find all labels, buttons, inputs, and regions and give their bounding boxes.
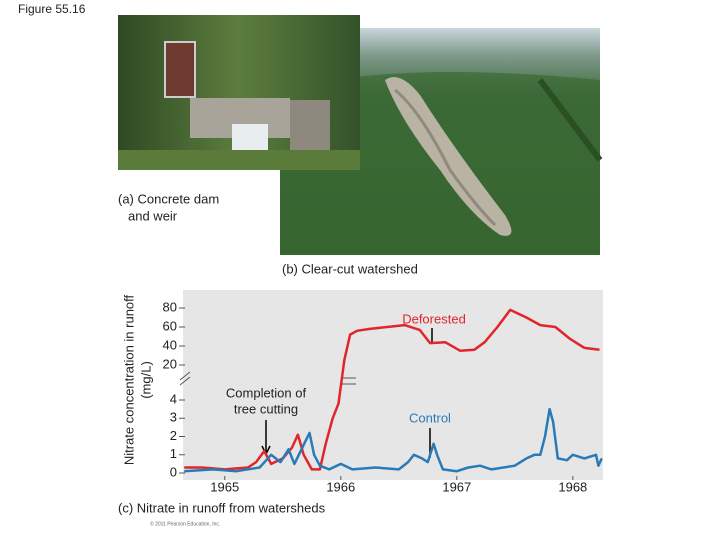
annotation: Completion of [226, 385, 307, 400]
chart-caption: (c) Nitrate in runoff from watersheds [118, 500, 326, 515]
photo-a-caption: and weir [128, 208, 178, 223]
x-tick-label: 1965 [210, 479, 239, 494]
plot: 0 1 2 3 4 20 40 60 80 1965 1966 1967 1968 [163, 299, 603, 494]
copyright: © 2011 Pearson Education, Inc. [150, 520, 220, 527]
y-tick-label: 0 [170, 464, 177, 479]
y-tick-label: 40 [163, 337, 177, 352]
figure-label: Figure 55.16 [18, 2, 86, 16]
y-tick-label: 1 [170, 446, 177, 461]
axis-break [342, 377, 356, 385]
y-tick-label: 20 [163, 356, 177, 371]
legend-label: Control [409, 410, 451, 425]
y-axis-label: Nitrate concentration in runoff [121, 294, 136, 465]
series-line [184, 308, 600, 471]
photo-dam [118, 15, 360, 170]
x-tick-label: 1968 [558, 479, 587, 494]
photo-b-caption: (b) Clear-cut watershed [282, 261, 418, 276]
x-tick-label: 1967 [442, 479, 471, 494]
axis-break [179, 371, 191, 386]
y-tick-label: 80 [163, 299, 177, 314]
legend-label: Deforested [402, 311, 466, 326]
y-tick-label: 2 [170, 428, 177, 443]
y-axis-label: (mg/L) [138, 361, 153, 399]
y-tick-label: 4 [170, 391, 177, 406]
annotation: tree cutting [234, 401, 298, 416]
series-line [184, 407, 603, 473]
photo-clear-cut [280, 28, 603, 255]
photo-a-caption: (a) Concrete dam [118, 191, 219, 206]
y-tick-label: 60 [163, 318, 177, 333]
x-tick-label: 1966 [326, 479, 355, 494]
y-tick-label: 3 [170, 410, 177, 425]
